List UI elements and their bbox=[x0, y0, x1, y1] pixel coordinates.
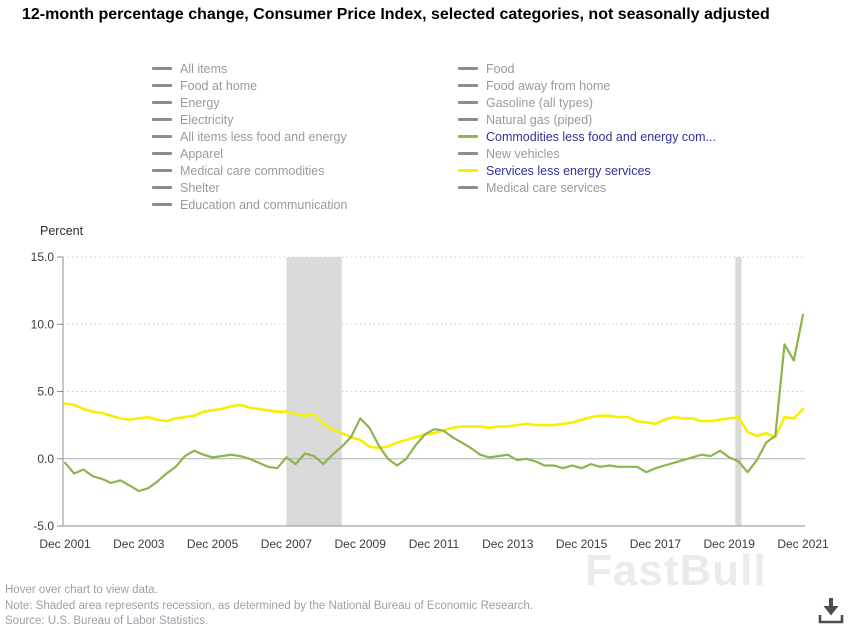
x-tick-label: Dec 2017 bbox=[630, 537, 682, 551]
y-tick-label: 15.0 bbox=[31, 250, 55, 264]
legend-line-swatch bbox=[152, 169, 172, 172]
legend-label: Gasoline (all types) bbox=[486, 95, 593, 110]
legend-column-1: All items Food at home Energy Electricity Al… bbox=[152, 60, 442, 213]
recession-note-text: Note: Shaded area represents recession, … bbox=[5, 599, 534, 612]
x-tick-label: Dec 2019 bbox=[704, 537, 756, 551]
legend-line-swatch bbox=[152, 186, 172, 189]
legend-item-energy[interactable]: Energy bbox=[152, 94, 442, 111]
legend-label: Commodities less food and energy com... bbox=[486, 129, 716, 144]
legend-item-medical-care-commodities[interactable]: Medical care commodities bbox=[152, 162, 442, 179]
legend-label: All items bbox=[180, 61, 228, 76]
legend-label: Electricity bbox=[180, 112, 234, 127]
x-tick-label: Dec 2011 bbox=[409, 537, 460, 551]
recession-band bbox=[286, 257, 342, 526]
legend-label: Medical care services bbox=[486, 180, 607, 195]
legend-line-swatch bbox=[458, 118, 478, 121]
legend-line-swatch bbox=[458, 101, 478, 104]
y-tick-label: 10.0 bbox=[31, 317, 55, 331]
legend-line-swatch bbox=[458, 186, 478, 189]
series-line-services-less-energy-services bbox=[63, 402, 805, 450]
x-tick-label: Dec 2021 bbox=[777, 537, 829, 551]
legend-item-gasoline-all-types[interactable]: Gasoline (all types) bbox=[458, 94, 758, 111]
legend-item-natural-gas-piped[interactable]: Natural gas (piped) bbox=[458, 111, 758, 128]
legend-label: Energy bbox=[180, 95, 220, 110]
x-tick-label: Dec 2007 bbox=[261, 537, 313, 551]
x-tick-label: Dec 2003 bbox=[113, 537, 165, 551]
recession-band bbox=[735, 257, 742, 526]
legend-line-swatch bbox=[152, 118, 172, 121]
x-tick-label: Dec 2009 bbox=[335, 537, 387, 551]
legend-item-services-less-energy-services[interactable]: Services less energy services bbox=[458, 162, 758, 179]
legend-line-swatch bbox=[152, 101, 172, 104]
legend-item-medical-care-services[interactable]: Medical care services bbox=[458, 179, 758, 196]
x-tick-label: Dec 2001 bbox=[39, 537, 91, 551]
page-title: 12-month percentage change, Consumer Pri… bbox=[22, 6, 770, 23]
legend-item-all-items-less-food-and-energy[interactable]: All items less food and energy bbox=[152, 128, 442, 145]
fastbull-watermark: FastBull bbox=[585, 546, 767, 595]
legend-item-all-items[interactable]: All items bbox=[152, 60, 442, 77]
legend-item-food[interactable]: Food bbox=[458, 60, 758, 77]
download-button[interactable] bbox=[814, 595, 848, 631]
legend-line-swatch bbox=[458, 67, 478, 70]
legend-label: Shelter bbox=[180, 180, 220, 195]
legend-item-new-vehicles[interactable]: New vehicles bbox=[458, 145, 758, 162]
legend-label: All items less food and energy bbox=[180, 129, 347, 144]
legend-line-swatch bbox=[152, 67, 172, 70]
legend-line-swatch bbox=[458, 84, 478, 87]
legend-column-2: Food Food away from home Gasoline (all typ… bbox=[458, 60, 758, 196]
legend-label: New vehicles bbox=[486, 146, 560, 161]
legend-line-swatch bbox=[458, 152, 478, 155]
legend-label: Food at home bbox=[180, 78, 258, 93]
series-line-commodities-less-food-and-energy-com bbox=[63, 313, 805, 493]
legend-item-food-away-from-home[interactable]: Food away from home bbox=[458, 77, 758, 94]
chart-footer: Hover over chart to view data. Note: Sha… bbox=[5, 583, 533, 630]
legend-item-electricity[interactable]: Electricity bbox=[152, 111, 442, 128]
y-tick-label: 5.0 bbox=[37, 385, 54, 399]
legend-item-shelter[interactable]: Shelter bbox=[152, 179, 442, 196]
legend-label: Medical care commodities bbox=[180, 163, 325, 178]
legend-label: Food bbox=[486, 61, 515, 76]
legend-item-education-and-communication[interactable]: Education and communication bbox=[152, 196, 442, 213]
legend-label: Natural gas (piped) bbox=[486, 112, 593, 127]
y-axis-title: Percent bbox=[40, 224, 84, 238]
source-text: Source: U.S. Bureau of Labor Statistics. bbox=[5, 615, 209, 627]
legend-item-food-at-home[interactable]: Food at home bbox=[152, 77, 442, 94]
legend-label: Education and communication bbox=[180, 197, 348, 212]
download-icon bbox=[818, 598, 844, 624]
x-tick-label: Dec 2005 bbox=[187, 537, 239, 551]
legend-item-apparel[interactable]: Apparel bbox=[152, 145, 442, 162]
legend-line-swatch bbox=[152, 203, 172, 206]
legend-label: Food away from home bbox=[486, 78, 611, 93]
legend-line-swatch bbox=[458, 135, 478, 138]
legend-line-swatch bbox=[458, 169, 478, 172]
legend-label: Apparel bbox=[180, 146, 224, 161]
hover-hint-text: Hover over chart to view data. bbox=[5, 584, 158, 596]
legend-label: Services less energy services bbox=[486, 163, 651, 178]
legend-item-commodities-less-food-and-energy-com[interactable]: Commodities less food and energy com... bbox=[458, 128, 758, 145]
y-tick-label: -5.0 bbox=[33, 519, 54, 533]
y-tick-label: 0.0 bbox=[37, 452, 54, 466]
legend-line-swatch bbox=[152, 84, 172, 87]
legend-line-swatch bbox=[152, 135, 172, 138]
x-tick-label: Dec 2013 bbox=[482, 537, 534, 551]
x-tick-label: Dec 2015 bbox=[556, 537, 608, 551]
legend-line-swatch bbox=[152, 152, 172, 155]
chart-plot-area[interactable] bbox=[63, 257, 805, 526]
